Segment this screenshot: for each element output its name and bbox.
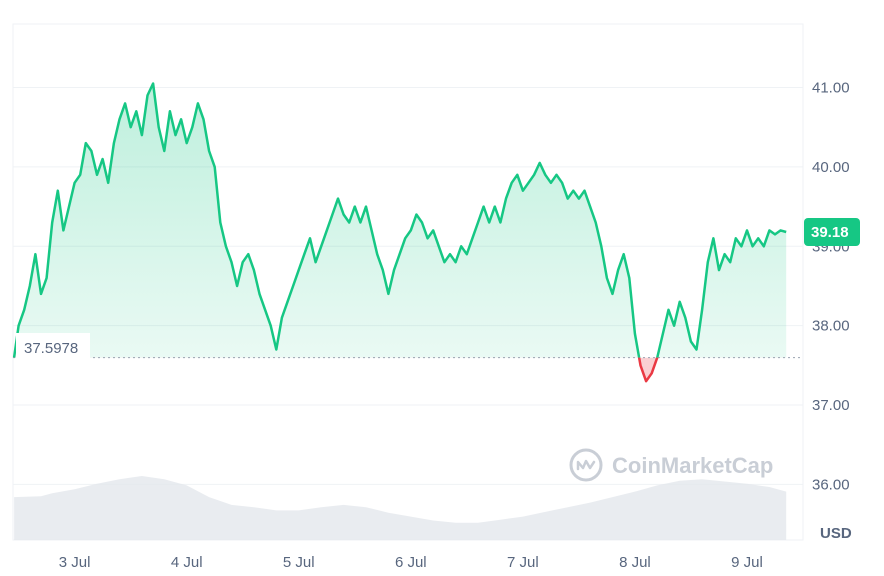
price-area [14,83,787,382]
y-tick-label: 40.00 [812,159,850,176]
x-tick-label: 9 Jul [731,554,763,571]
coinmarketcap-watermark: CoinMarketCap [569,448,773,482]
volume-area [14,476,787,540]
x-axis-ticks: 3 Jul 4 Jul 5 Jul 6 Jul 7 Jul 8 Jul 9 Jul [59,554,763,571]
y-tick-label: 38.00 [812,318,850,335]
watermark-text: CoinMarketCap [612,453,773,478]
up-area-fill [14,83,787,358]
y-axis-unit: USD [820,525,852,542]
y-tick-label: 37.00 [812,397,850,414]
y-tick-label: 36.00 [812,476,850,493]
x-tick-label: 4 Jul [171,554,203,571]
x-tick-label: 8 Jul [619,554,651,571]
baseline-label-bg [16,333,90,361]
coinmarketcap-logo-icon [569,448,603,482]
y-tick-label: 41.00 [812,80,850,97]
x-tick-label: 3 Jul [59,554,91,571]
last-price-tag: 39.18 [804,218,860,246]
price-line-up [12,82,787,358]
x-tick-label: 5 Jul [283,554,315,571]
last-price-label: 39.18 [811,224,849,241]
x-tick-label: 6 Jul [395,554,427,571]
price-lines [12,82,787,383]
x-tick-label: 7 Jul [507,554,539,571]
down-area-fill [639,357,658,382]
baseline-label: 37.5978 [24,340,78,357]
volume-shape [14,476,787,540]
last-price-tag-bg [804,218,860,246]
